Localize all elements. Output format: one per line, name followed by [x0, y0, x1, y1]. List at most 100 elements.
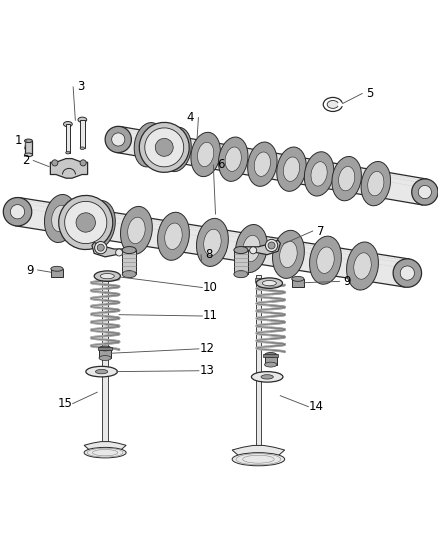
Ellipse shape — [265, 352, 277, 358]
Text: 4: 4 — [187, 111, 194, 124]
Ellipse shape — [198, 142, 214, 167]
Text: 14: 14 — [309, 400, 324, 413]
Ellipse shape — [261, 375, 273, 379]
Ellipse shape — [247, 142, 277, 187]
Ellipse shape — [280, 241, 297, 268]
Bar — [292, 279, 304, 287]
Text: 3: 3 — [78, 80, 85, 93]
Ellipse shape — [361, 161, 391, 206]
Polygon shape — [116, 126, 427, 205]
Ellipse shape — [25, 153, 32, 157]
Ellipse shape — [122, 247, 136, 254]
Bar — [80, 120, 85, 148]
Ellipse shape — [145, 128, 184, 167]
Bar — [25, 141, 32, 155]
Ellipse shape — [393, 259, 422, 287]
Ellipse shape — [80, 160, 86, 166]
Ellipse shape — [59, 196, 113, 249]
Ellipse shape — [332, 157, 361, 201]
Text: 10: 10 — [203, 281, 218, 294]
Ellipse shape — [84, 447, 126, 458]
Polygon shape — [243, 240, 280, 255]
Ellipse shape — [45, 195, 76, 243]
Ellipse shape — [234, 247, 248, 254]
Ellipse shape — [158, 212, 189, 260]
Bar — [122, 250, 136, 274]
Text: 11: 11 — [203, 310, 218, 322]
Ellipse shape — [197, 219, 228, 266]
Ellipse shape — [99, 356, 111, 360]
Ellipse shape — [105, 126, 131, 152]
Ellipse shape — [204, 229, 221, 256]
Text: 2: 2 — [21, 154, 29, 167]
Ellipse shape — [236, 224, 267, 272]
Ellipse shape — [112, 133, 125, 146]
Polygon shape — [84, 442, 126, 453]
Ellipse shape — [243, 236, 260, 262]
Ellipse shape — [162, 127, 191, 172]
Ellipse shape — [262, 280, 276, 286]
Ellipse shape — [323, 98, 343, 111]
Bar — [98, 347, 113, 350]
Ellipse shape — [225, 147, 241, 172]
Ellipse shape — [116, 249, 123, 256]
Ellipse shape — [51, 266, 63, 271]
Ellipse shape — [64, 122, 72, 127]
Ellipse shape — [168, 138, 185, 161]
Ellipse shape — [52, 205, 69, 232]
Bar — [66, 124, 70, 152]
Text: 9: 9 — [343, 275, 351, 288]
Ellipse shape — [268, 242, 275, 249]
Bar — [51, 269, 63, 277]
Ellipse shape — [265, 239, 278, 252]
Ellipse shape — [251, 372, 283, 382]
Ellipse shape — [94, 271, 120, 281]
Ellipse shape — [283, 157, 300, 181]
Ellipse shape — [25, 139, 32, 142]
Ellipse shape — [84, 200, 115, 249]
Ellipse shape — [272, 230, 304, 278]
Text: 1: 1 — [14, 134, 22, 147]
Bar — [102, 273, 108, 446]
Text: 5: 5 — [367, 87, 374, 100]
Ellipse shape — [339, 166, 355, 191]
Text: 9: 9 — [26, 263, 34, 277]
Text: 15: 15 — [57, 397, 72, 410]
Ellipse shape — [95, 369, 108, 374]
Ellipse shape — [65, 201, 107, 244]
Ellipse shape — [95, 241, 107, 254]
Ellipse shape — [3, 198, 32, 226]
Ellipse shape — [191, 132, 220, 176]
Ellipse shape — [232, 453, 285, 466]
Ellipse shape — [120, 206, 152, 254]
Bar — [234, 250, 248, 274]
Ellipse shape — [134, 123, 164, 167]
Ellipse shape — [219, 137, 248, 181]
Ellipse shape — [122, 271, 136, 278]
Ellipse shape — [250, 247, 257, 254]
Ellipse shape — [327, 101, 339, 108]
Polygon shape — [50, 159, 88, 178]
Text: 13: 13 — [199, 364, 214, 377]
Ellipse shape — [11, 205, 25, 219]
Ellipse shape — [86, 366, 117, 377]
Ellipse shape — [292, 277, 304, 281]
Ellipse shape — [311, 161, 327, 186]
Ellipse shape — [256, 278, 283, 288]
Ellipse shape — [97, 244, 104, 251]
Ellipse shape — [100, 273, 114, 279]
Bar — [102, 276, 109, 280]
Text: 8: 8 — [205, 248, 212, 261]
Polygon shape — [15, 198, 410, 287]
Bar — [263, 354, 278, 357]
Ellipse shape — [76, 213, 95, 232]
Ellipse shape — [304, 152, 334, 196]
Ellipse shape — [80, 147, 85, 150]
Ellipse shape — [277, 147, 306, 191]
Ellipse shape — [155, 139, 173, 156]
Ellipse shape — [127, 217, 145, 244]
Ellipse shape — [418, 185, 431, 199]
Ellipse shape — [78, 117, 87, 123]
Ellipse shape — [234, 271, 248, 278]
Ellipse shape — [165, 223, 182, 249]
